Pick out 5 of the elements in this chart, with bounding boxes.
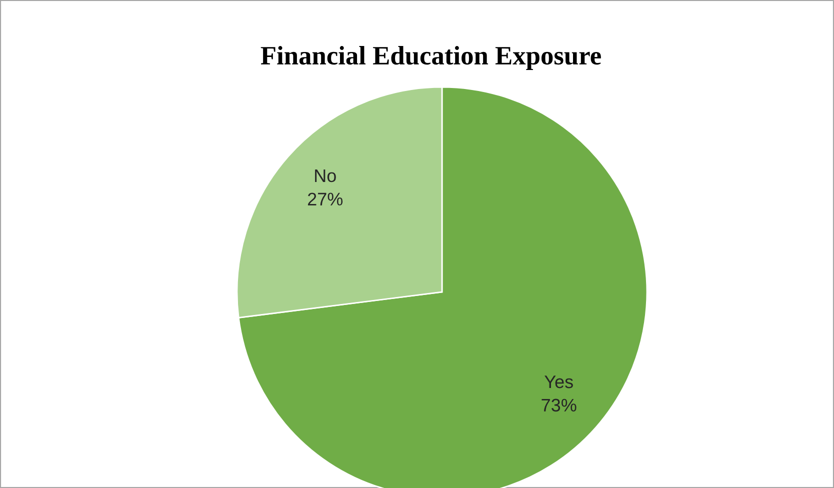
slice-label: Yes [544, 376, 573, 388]
data-label: 27% [308, 192, 343, 206]
slice-label: No [315, 170, 336, 182]
chart-title: Financial Education Exposure [260, 46, 601, 70]
data-label: 73% [542, 398, 576, 412]
